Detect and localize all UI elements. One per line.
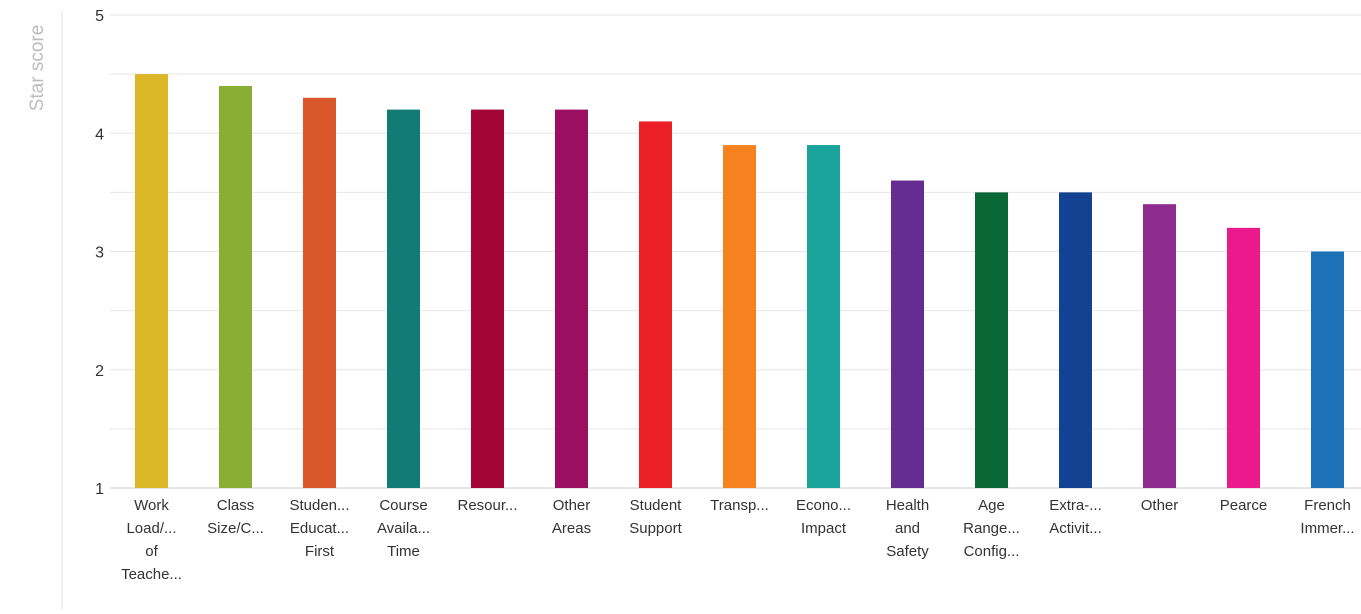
x-tick-label: Transp... xyxy=(710,497,769,514)
y-tick-labels: 1 2 3 4 5 xyxy=(95,8,104,498)
bar[interactable] xyxy=(135,74,168,488)
x-tick-label: Pearce xyxy=(1220,497,1268,514)
x-tick-label: Work Load/... of Teache... xyxy=(121,497,182,583)
x-tick-label: French Immer... xyxy=(1300,497,1354,537)
y-tick-label: 2 xyxy=(95,363,104,380)
bar[interactable] xyxy=(807,145,840,488)
bar[interactable] xyxy=(1059,192,1092,488)
bar[interactable] xyxy=(555,109,588,488)
y-tick-label: 5 xyxy=(95,8,104,25)
bars xyxy=(135,74,1344,489)
bar[interactable] xyxy=(975,192,1008,488)
x-tick-label: Health and Safety xyxy=(886,497,929,560)
y-tick-label: 4 xyxy=(95,126,104,143)
x-tick-label: Other xyxy=(1141,497,1179,514)
bar[interactable] xyxy=(1143,204,1176,488)
y-tick-label: 3 xyxy=(95,245,104,262)
x-tick-label: Class Size/C... xyxy=(207,497,264,537)
bar[interactable] xyxy=(471,109,504,488)
x-tick-label: Econo... Impact xyxy=(796,497,851,537)
y-axis-title: Star score xyxy=(27,25,48,112)
bar[interactable] xyxy=(1227,227,1260,488)
x-tick-label: Student Support xyxy=(629,497,682,537)
bar[interactable] xyxy=(387,109,420,488)
x-tick-label: Extra-... Activit... xyxy=(1049,497,1102,537)
x-tick-label: Studen... Educat... First xyxy=(289,497,349,560)
bar[interactable] xyxy=(1311,251,1344,489)
bar[interactable] xyxy=(303,97,336,489)
bar[interactable] xyxy=(219,85,252,488)
x-tick-label: Age Range... Config... xyxy=(963,497,1020,560)
bar[interactable] xyxy=(723,145,756,488)
x-tick-label: Other Areas xyxy=(552,497,591,537)
bar[interactable] xyxy=(891,180,924,489)
x-tick-labels: Work Load/... of Teache... Class Size/C... Stu… xyxy=(121,497,1355,583)
bar[interactable] xyxy=(639,121,672,489)
x-tick-label: Course Availa... Time xyxy=(377,497,430,560)
y-tick-label: 1 xyxy=(95,481,104,498)
x-tick-label: Resour... xyxy=(457,497,517,514)
